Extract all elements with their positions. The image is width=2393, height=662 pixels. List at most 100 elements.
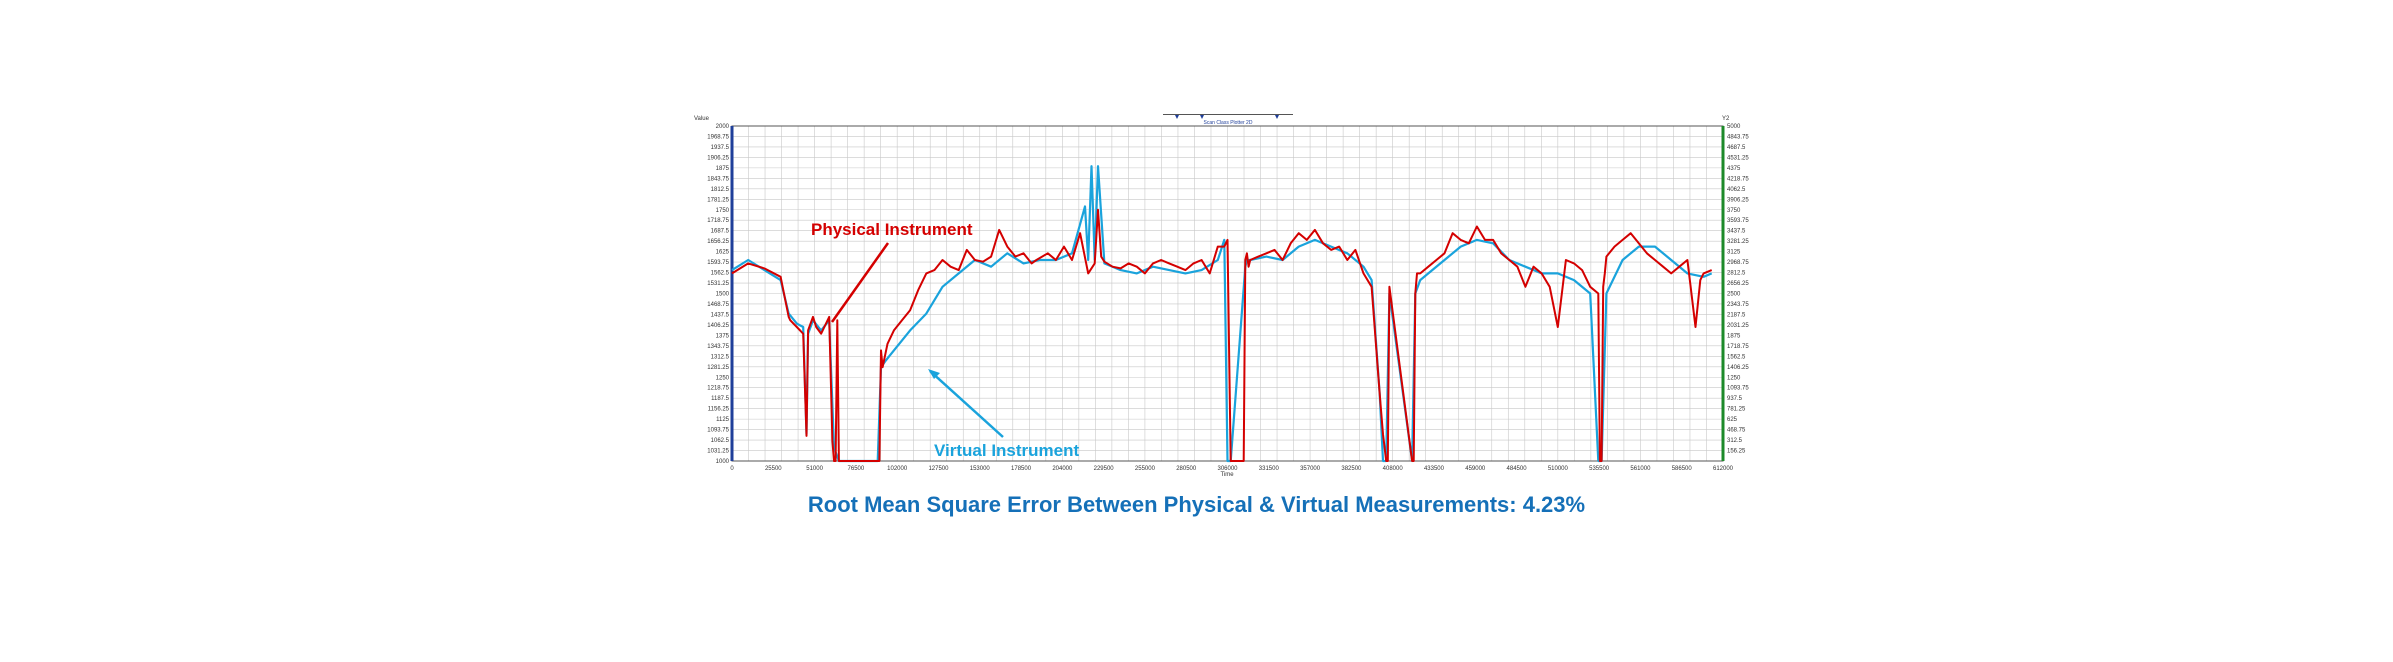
- y-tick-label: 2000: [716, 124, 730, 130]
- series-virtual-instrument: [731, 165, 1713, 463]
- toolbar-marker-icon[interactable]: [1175, 115, 1179, 119]
- y2-tick-label: 1250: [1727, 375, 1741, 381]
- y2-tick-label: 4843.75: [1727, 134, 1749, 140]
- y2-tick-label: 4218.75: [1727, 176, 1749, 182]
- y-tick-label: 1687.5: [711, 229, 730, 235]
- x-tick-label: 127500: [928, 466, 949, 472]
- y2-tick-label: 1718.75: [1727, 344, 1749, 350]
- x-tick-label: 76500: [848, 466, 865, 472]
- y-tick-label: 1781.25: [707, 197, 729, 203]
- x-tick-label: 382500: [1341, 466, 1362, 472]
- y2-tick-label: 1875: [1727, 333, 1741, 339]
- y-tick-label: 1843.75: [707, 176, 729, 182]
- y-tick-label: 1656.25: [707, 239, 729, 245]
- y2-tick-label: 2343.75: [1727, 302, 1749, 308]
- y-axis-title: Value: [694, 116, 710, 122]
- y-tick-label: 1625: [716, 250, 730, 256]
- y-tick-label: 1000: [716, 459, 730, 465]
- y-tick-label: 1250: [716, 375, 730, 381]
- y2-tick-label: 3906.25: [1727, 197, 1749, 203]
- y2-tick-label: 156.25: [1727, 449, 1746, 455]
- y2-tick-label: 3281.25: [1727, 239, 1749, 245]
- x-tick-label: 408000: [1383, 466, 1404, 472]
- x-tick-label: 535500: [1589, 466, 1610, 472]
- toolbar-marker-icon[interactable]: [1275, 115, 1279, 119]
- y-tick-label: 1593.75: [707, 260, 729, 266]
- y-tick-label: 1031.25: [707, 449, 729, 455]
- x-tick-label: 229500: [1094, 466, 1115, 472]
- y2-tick-label: 468.75: [1727, 428, 1746, 434]
- y2-tick-label: 1406.25: [1727, 365, 1749, 371]
- y-tick-label: 1500: [716, 292, 730, 298]
- y-tick-label: 1156.25: [708, 407, 730, 413]
- plotter-toolbar: Scan Class Plotter 2D: [1163, 114, 1293, 126]
- y-tick-label: 1375: [716, 333, 730, 339]
- x-tick-label: 0: [730, 466, 734, 472]
- y-tick-label: 1343.75: [707, 344, 729, 350]
- x-tick-label: 25500: [765, 466, 782, 472]
- y-tick-label: 1281.25: [707, 365, 729, 371]
- y-tick-label: 1125: [716, 417, 730, 423]
- x-axis-title: Time: [1220, 472, 1234, 478]
- y-tick-label: 1937.5: [711, 145, 730, 151]
- y2-tick-label: 937.5: [1727, 396, 1743, 402]
- series-group: [731, 165, 1713, 463]
- y2-tick-label: 3125: [1727, 250, 1741, 256]
- physical-annotation-label: Physical Instrument: [811, 220, 973, 239]
- y-tick-label: 1062.5: [711, 438, 730, 444]
- x-tick-label: 459000: [1465, 466, 1486, 472]
- y2-tick-label: 2812.5: [1727, 271, 1746, 277]
- y-tick-label: 1437.5: [711, 312, 730, 318]
- y-tick-label: 1187.5: [711, 396, 730, 402]
- y2-tick-label: 1093.75: [1727, 386, 1749, 392]
- x-tick-label: 178500: [1011, 466, 1032, 472]
- series-physical-instrument: [731, 208, 1713, 462]
- x-tick-label: 331500: [1259, 466, 1280, 472]
- x-tick-label: 484500: [1507, 466, 1528, 472]
- y2-axis-title: Y2: [1722, 116, 1730, 122]
- annotations: Physical Instrument Virtual Instrument: [811, 220, 1079, 460]
- x-tick-label: 510000: [1548, 466, 1569, 472]
- virtual-arrowhead-icon: [928, 369, 940, 379]
- y-tick-label: 1406.25: [707, 323, 729, 329]
- x-tick-label: 204000: [1052, 466, 1073, 472]
- toolbar-marker-icon[interactable]: [1200, 115, 1204, 119]
- physical-annotation-arrow: [830, 242, 890, 323]
- x-tick-label: 102000: [887, 466, 908, 472]
- y2-tick-label: 4062.5: [1727, 187, 1746, 193]
- y2-tick-label: 625: [1727, 417, 1738, 423]
- y-tick-label: 1750: [716, 208, 730, 214]
- y-tick-label: 1531.25: [707, 281, 729, 287]
- y-tick-label: 1875: [716, 166, 730, 172]
- y2-tick-label: 4687.5: [1727, 145, 1746, 151]
- y-tick-label: 1812.5: [711, 187, 730, 193]
- virtual-annotation-arrow: [929, 370, 1004, 438]
- x-tick-label: 586500: [1672, 466, 1693, 472]
- x-tick-label: 306000: [1217, 466, 1238, 472]
- y-tick-labels: 2000 1968.75 1937.5 1906.25 1875 1843.75 1812.…: [707, 124, 729, 465]
- y-tick-label: 1718.75: [707, 218, 729, 224]
- toolbar-title: Scan Class Plotter 2D: [1204, 120, 1253, 126]
- y2-tick-label: 2968.75: [1727, 260, 1749, 266]
- y2-tick-label: 312.5: [1727, 438, 1743, 444]
- y2-tick-label: 3593.75: [1727, 218, 1749, 224]
- y2-tick-label: 2031.25: [1727, 323, 1749, 329]
- y2-tick-label: 781.25: [1727, 407, 1746, 413]
- y-tick-label: 1562.5: [711, 271, 730, 277]
- y-tick-label: 1093.75: [707, 428, 729, 434]
- x-tick-label: 153000: [970, 466, 991, 472]
- y2-tick-label: 3437.5: [1727, 229, 1746, 235]
- x-tick-label: 255000: [1135, 466, 1156, 472]
- x-tick-label: 561000: [1630, 466, 1651, 472]
- y-tick-label: 1312.5: [711, 354, 730, 360]
- y-tick-label: 1468.75: [707, 302, 729, 308]
- x-tick-label: 612000: [1713, 466, 1734, 472]
- x-tick-label: 280500: [1176, 466, 1197, 472]
- x-tick-label: 51000: [806, 466, 823, 472]
- y-tick-label: 1906.25: [707, 155, 729, 161]
- rmse-caption: Root Mean Square Error Between Physical …: [807, 492, 1586, 517]
- y-tick-label: 1968.75: [707, 134, 729, 140]
- x-tick-label: 357000: [1300, 466, 1321, 472]
- y2-tick-label: 2187.5: [1727, 312, 1746, 318]
